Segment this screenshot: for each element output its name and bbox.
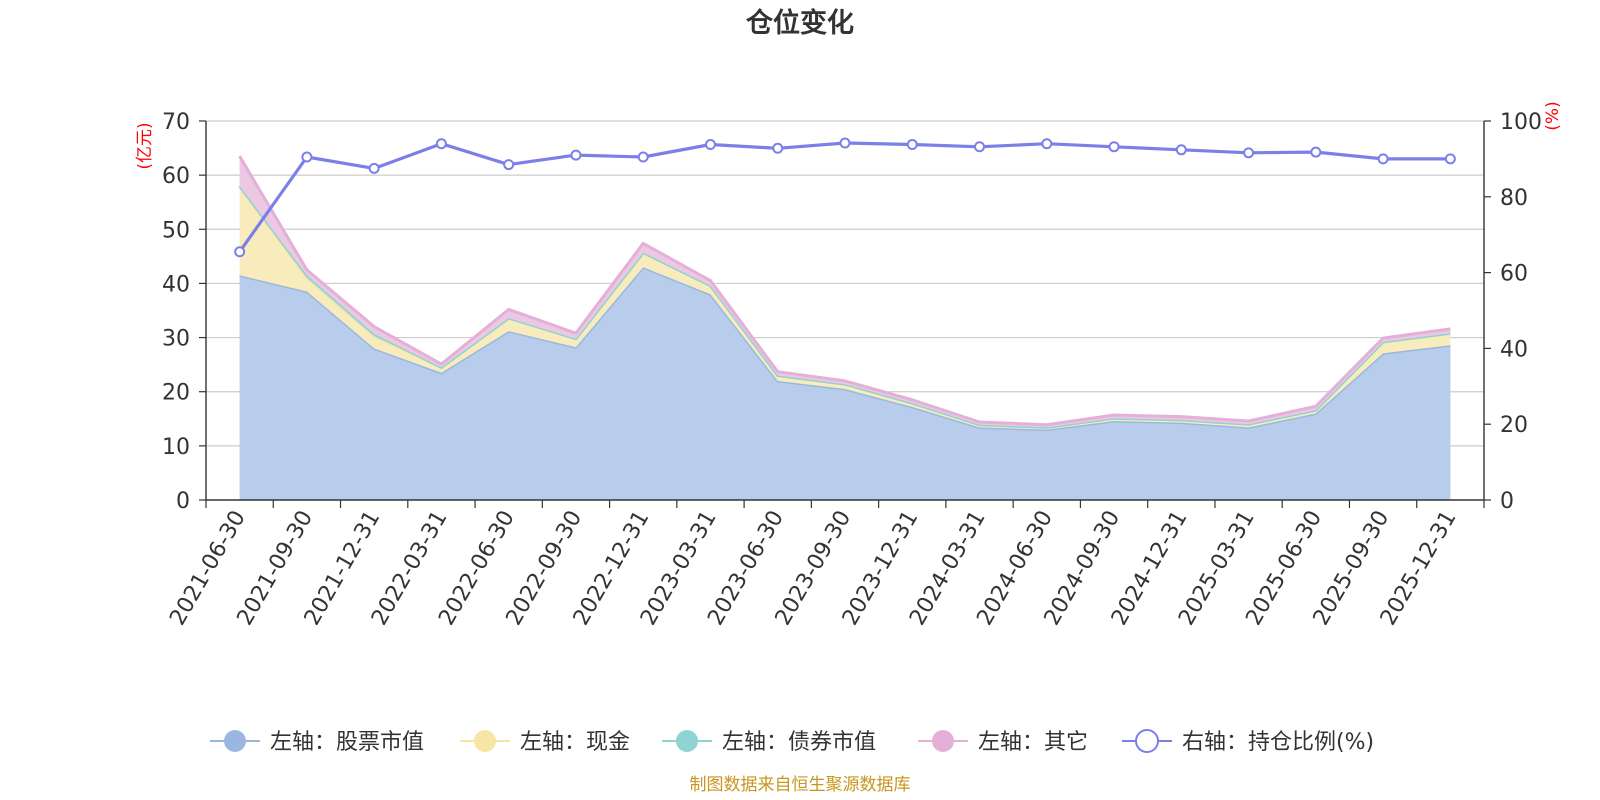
chart-title: 仓位变化 <box>745 7 854 39</box>
legend-marker <box>474 730 496 752</box>
ratio-point[interactable] <box>1444 153 1456 165</box>
left-tick-label: 30 <box>162 327 190 352</box>
legend-item-1[interactable]: 左轴：现金 <box>460 730 630 755</box>
ratio-point[interactable] <box>368 162 380 174</box>
right-tick-label: 60 <box>1500 262 1528 287</box>
legend: 左轴：股票市值 左轴：现金 左轴：债券市值 左轴：其它 右轴：持仓比例(%) <box>210 729 1374 755</box>
ratio-point[interactable] <box>772 142 784 154</box>
right-tick-label: 20 <box>1500 413 1528 438</box>
right-tick-label: 40 <box>1500 337 1528 362</box>
right-axis-unit: (%) <box>1543 101 1563 130</box>
data-source-note: 制图数据来自恒生聚源数据库 <box>690 775 911 795</box>
ratio-point[interactable] <box>1175 144 1187 156</box>
right-tick-label: 80 <box>1500 186 1528 211</box>
left-tick-label: 50 <box>162 218 190 243</box>
right-tick-label: 0 <box>1500 489 1514 514</box>
legend-label: 左轴：债券市值 <box>722 730 876 755</box>
legend-marker <box>932 730 954 752</box>
ratio-point[interactable] <box>704 138 716 150</box>
position-ratio-line <box>234 137 1456 258</box>
ratio-line-path <box>238 141 1451 253</box>
ratio-point[interactable] <box>570 149 582 161</box>
ratio-point[interactable] <box>1377 153 1389 165</box>
legend-label: 左轴：其它 <box>978 730 1088 755</box>
ratio-point[interactable] <box>1243 147 1255 159</box>
ratio-point[interactable] <box>906 138 918 150</box>
left-tick-label: 0 <box>176 489 190 514</box>
legend-label: 右轴：持仓比例(%) <box>1182 730 1374 755</box>
right-tick-label: 100 <box>1500 110 1542 135</box>
ratio-point[interactable] <box>234 246 246 258</box>
legend-item-4[interactable]: 右轴：持仓比例(%) <box>1122 729 1374 755</box>
left-tick-label: 60 <box>162 164 190 189</box>
ratio-point[interactable] <box>503 159 515 171</box>
area-edge-series-3 <box>238 155 1451 427</box>
legend-marker <box>676 730 698 752</box>
ratio-point[interactable] <box>435 138 447 150</box>
ratio-point[interactable] <box>1310 146 1322 158</box>
left-tick-label: 70 <box>162 110 190 135</box>
left-axis-unit: (亿元) <box>135 122 155 169</box>
ratio-point[interactable] <box>1108 141 1120 153</box>
legend-label: 左轴：股票市值 <box>270 730 424 755</box>
ratio-point[interactable] <box>1041 138 1053 150</box>
ratio-point[interactable] <box>974 141 986 153</box>
ratio-point[interactable] <box>839 137 851 149</box>
area-series-0 <box>239 267 1451 500</box>
legend-item-0[interactable]: 左轴：股票市值 <box>210 730 424 755</box>
left-tick-label: 10 <box>162 435 190 460</box>
stacked-areas <box>238 155 1451 500</box>
left-tick-label: 40 <box>162 272 190 297</box>
ratio-point[interactable] <box>637 151 649 163</box>
legend-marker <box>1135 729 1159 753</box>
legend-label: 左轴：现金 <box>520 730 630 755</box>
ratio-point[interactable] <box>301 151 313 163</box>
legend-item-3[interactable]: 左轴：其它 <box>918 730 1088 755</box>
legend-marker <box>224 730 246 752</box>
left-tick-label: 20 <box>162 381 190 406</box>
legend-item-2[interactable]: 左轴：债券市值 <box>662 730 876 755</box>
